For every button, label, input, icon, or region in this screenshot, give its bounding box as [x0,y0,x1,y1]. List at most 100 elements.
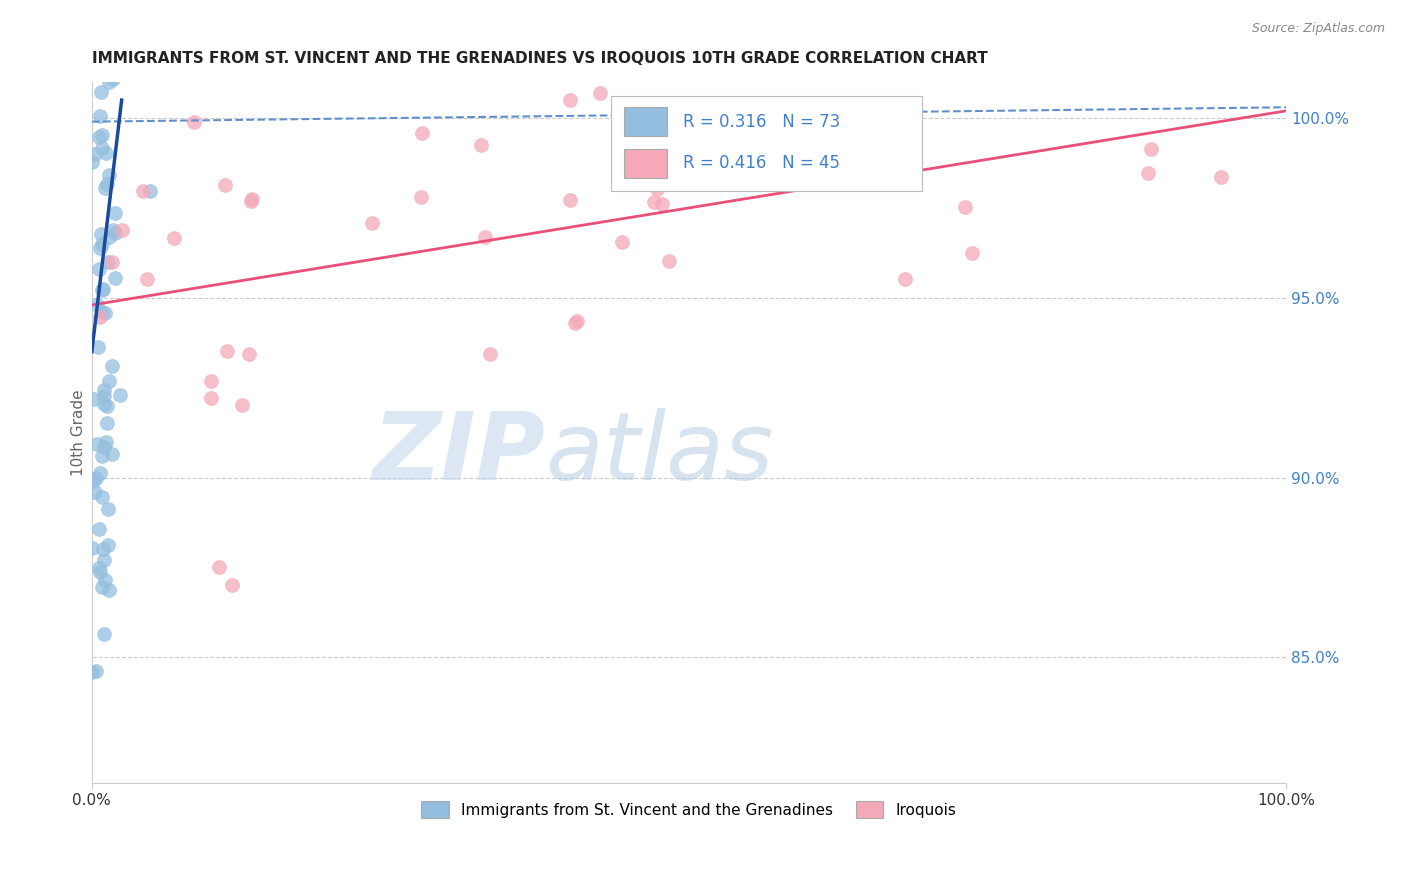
Point [90,85,112,99]
Point [239,194,262,209]
Point [643,195,665,210]
Point [97,539,120,553]
Point [98,582,121,597]
Point [104,227,127,241]
Point [1211,170,1233,185]
Point [83,484,105,499]
Point [208,560,231,574]
Point [84,471,107,485]
Point [560,193,582,207]
Point [135,271,157,285]
Point [155,39,177,54]
Legend: Immigrants from St. Vincent and the Grenadines, Iroquois: Immigrants from St. Vincent and the Gren… [415,795,963,824]
Point [82,474,104,488]
Text: Source: ZipAtlas.com: Source: ZipAtlas.com [1251,22,1385,36]
Point [93,441,115,455]
Point [1147,39,1170,54]
Point [93,553,115,567]
Point [91,580,114,594]
Point [533,39,555,54]
Point [617,39,640,54]
Point [132,185,155,199]
Point [94,573,117,587]
Point [94,306,117,320]
Point [962,246,984,260]
Point [139,184,162,198]
Point [1137,165,1160,179]
Point [98,229,121,244]
Point [589,87,612,101]
Point [183,114,205,128]
Point [91,542,114,557]
Point [703,160,725,174]
Point [104,205,127,219]
Point [142,39,165,54]
Point [100,255,122,269]
Point [91,128,114,143]
Point [96,417,118,431]
Point [200,374,222,388]
Point [91,282,114,296]
Point [87,66,110,80]
Point [90,283,112,297]
Point [565,314,588,328]
Point [474,230,496,244]
Point [89,261,111,276]
Point [361,216,384,230]
Point [231,398,253,412]
Point [83,392,105,406]
Point [103,39,125,54]
Point [91,304,114,318]
Text: IMMIGRANTS FROM ST. VINCENT AND THE GRENADINES VS IROQUOIS 10TH GRADE CORRELATIO: IMMIGRANTS FROM ST. VINCENT AND THE GREN… [91,51,987,66]
Point [845,39,868,54]
Point [564,317,586,331]
Point [101,359,124,374]
Point [90,141,112,155]
Point [97,255,120,269]
Point [146,39,169,54]
Point [84,664,107,678]
Point [470,137,492,152]
Point [409,189,432,203]
Point [91,236,114,251]
Point [101,71,124,86]
Point [94,181,117,195]
Point [89,565,111,579]
Point [96,178,118,192]
Point [214,178,236,193]
Point [221,578,243,592]
Point [215,343,238,358]
Point [83,147,105,161]
Point [100,447,122,461]
Point [93,389,115,403]
Point [953,200,976,214]
Point [558,93,581,107]
Point [645,182,668,196]
Point [91,449,114,463]
Point [101,223,124,237]
Point [658,253,681,268]
Point [89,109,111,123]
Point [86,437,108,451]
Point [89,310,111,325]
Point [87,522,110,536]
Point [1140,142,1163,156]
Point [162,39,184,54]
Point [80,541,103,555]
Text: atlas: atlas [546,409,773,500]
Point [200,392,222,406]
Point [80,155,103,169]
Point [138,39,160,54]
Point [98,375,121,389]
Point [93,383,115,397]
Point [89,466,111,480]
Point [97,502,120,516]
Point [89,241,111,255]
Point [86,298,108,312]
Point [163,231,186,245]
Point [98,168,121,182]
Point [90,227,112,241]
Point [610,235,633,249]
Point [96,399,118,413]
Point [478,347,501,361]
